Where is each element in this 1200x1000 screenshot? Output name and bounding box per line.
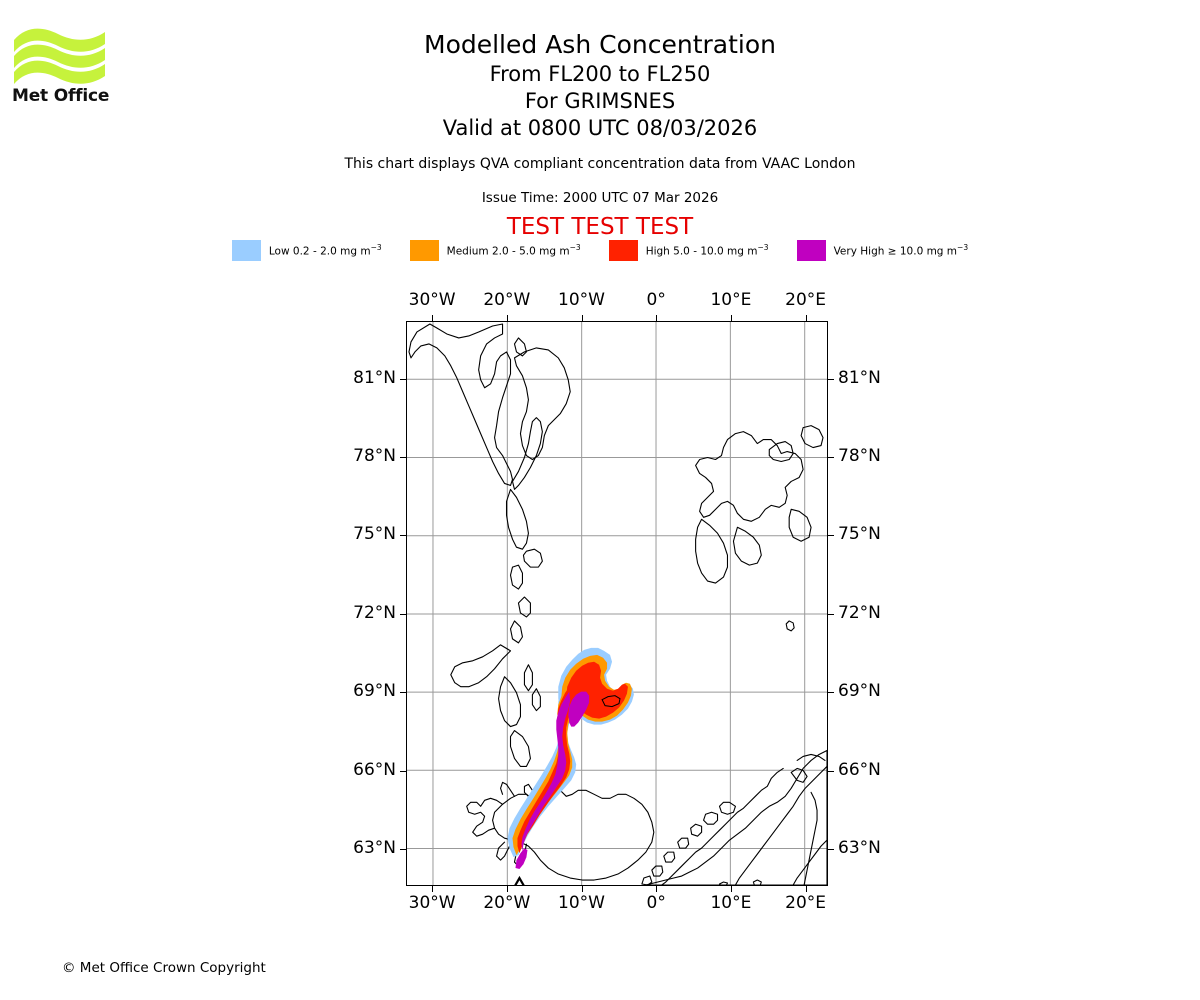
y-tick-left-3: 72°N [353,602,396,623]
x-tick-mark [805,315,807,321]
y-tick-right-6: 63°N [838,838,881,859]
x-tick-top-0: 30°W [408,290,456,310]
y-tick-right-3: 72°N [838,602,881,623]
x-tick-mark [805,886,807,892]
y-tick-left-4: 69°N [353,681,396,702]
map-gridlines [407,322,827,885]
x-tick-mark [581,886,583,892]
x-tick-top-1: 20°W [483,290,531,310]
x-tick-bottom-0: 30°W [408,893,456,913]
y-tick-mark [400,770,406,772]
met-office-wordmark: Met Office [12,86,110,106]
x-tick-top-3: 0° [646,290,666,310]
y-tick-left-0: 81°N [353,367,396,388]
y-tick-right-1: 78°N [838,446,881,467]
y-tick-left-1: 78°N [353,446,396,467]
plume-contour-very-high [521,691,571,852]
y-tick-mark [400,535,406,537]
x-tick-mark [730,886,732,892]
y-tick-mark [828,613,834,615]
y-tick-mark [828,770,834,772]
valid-time-line: Valid at 0800 UTC 08/03/2026 [442,116,758,140]
x-tick-top-2: 10°W [558,290,605,310]
y-tick-mark [828,378,834,380]
y-tick-mark [400,692,406,694]
plume-inner-edge [601,695,621,708]
chart-title-block: Modelled Ash Concentration From FL200 to… [0,28,1200,142]
legend-label-very-high: Very High ≥ 10.0 mg m−3 [833,243,969,258]
y-tick-left-6: 63°N [353,838,396,859]
volcano-source-marker [514,875,525,885]
x-tick-mark [506,315,508,321]
legend-label-low: Low 0.2 - 2.0 mg m−3 [268,243,382,258]
x-tick-mark [432,886,434,892]
y-tick-right-4: 69°N [838,681,881,702]
x-tick-mark [656,886,658,892]
copyright-notice: © Met Office Crown Copyright [62,960,266,976]
legend-swatch-medium [409,240,439,261]
y-tick-right-5: 66°N [838,759,881,780]
x-tick-bottom-4: 10°E [710,893,752,913]
y-tick-mark [828,692,834,694]
y-tick-right-2: 75°N [838,524,881,545]
coastlines [408,323,827,885]
x-tick-top-4: 10°E [710,290,752,310]
y-tick-mark [400,849,406,851]
x-tick-mark [506,886,508,892]
legend-item-low: Low 0.2 - 2.0 mg m−3 [231,240,382,261]
y-tick-left-2: 75°N [353,524,396,545]
y-tick-mark [828,535,834,537]
issue-time: Issue Time: 2000 UTC 07 Mar 2026 [481,190,719,206]
plume-head-very-high [568,691,590,727]
legend-swatch-very-high [796,240,826,261]
y-tick-mark [400,378,406,380]
ash-plume [507,647,634,870]
y-tick-mark [828,849,834,851]
qva-note: This chart displays QVA compliant concen… [344,156,856,172]
x-tick-bottom-1: 20°W [483,893,531,913]
test-banner: TEST TEST TEST [506,214,694,240]
x-tick-mark [730,315,732,321]
map-canvas [407,322,827,885]
plume-vent-core [515,848,528,870]
x-tick-mark [656,315,658,321]
y-tick-mark [828,457,834,459]
legend-item-very-high: Very High ≥ 10.0 mg m−3 [796,240,969,261]
y-tick-mark [400,457,406,459]
legend-item-high: High 5.0 - 10.0 mg m−3 [608,240,769,261]
flight-level-line: From FL200 to FL250 [489,62,711,86]
x-tick-bottom-2: 10°W [558,893,605,913]
legend-swatch-high [608,240,638,261]
page-title: Modelled Ash Concentration [424,30,776,59]
x-tick-bottom-3: 0° [646,893,666,913]
met-office-logo: Met Office [12,24,132,106]
concentration-legend: Low 0.2 - 2.0 mg m−3 Medium 2.0 - 5.0 mg… [0,240,1200,261]
map-plot-area [406,321,828,886]
y-tick-mark [400,613,406,615]
met-office-waves-logo [14,28,105,84]
legend-label-medium: Medium 2.0 - 5.0 mg m−3 [446,243,581,258]
y-tick-right-0: 81°N [838,367,881,388]
volcano-name-line: For GRIMSNES [524,89,676,113]
x-tick-mark [432,315,434,321]
x-tick-top-5: 20°E [785,290,827,310]
legend-swatch-low [231,240,261,261]
y-tick-left-5: 66°N [353,759,396,780]
legend-item-medium: Medium 2.0 - 5.0 mg m−3 [409,240,581,261]
x-tick-mark [581,315,583,321]
legend-label-high: High 5.0 - 10.0 mg m−3 [645,243,769,258]
x-tick-bottom-5: 20°E [785,893,827,913]
